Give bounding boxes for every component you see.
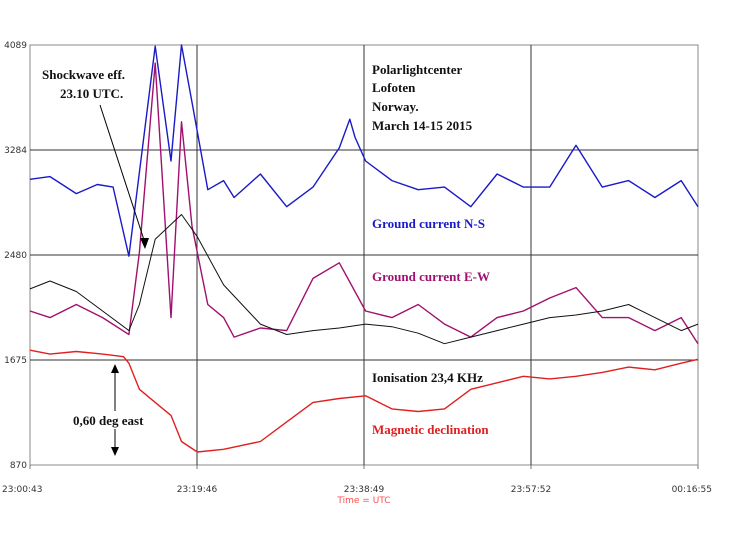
legend-label-magnetic: Magnetic declination [372, 422, 489, 437]
shockwave-annotation-line-1: Shockwave eff. [42, 67, 125, 82]
title-line-3: Norway. [372, 99, 419, 114]
shockwave-arrow-head [140, 238, 149, 249]
shockwave-annotation-line-2: 23.10 UTC. [60, 86, 123, 101]
x-axis-title: Time = UTC [336, 496, 390, 506]
y-tick-label: 2480 [4, 251, 27, 261]
offset-label-backdrop [70, 411, 160, 429]
offset-arrow-head-up [111, 364, 119, 373]
x-tick-label: 23:00:43 [2, 485, 42, 495]
offset-label: 0,60 deg east [73, 413, 144, 428]
series-line-magnetic-declination [29, 349, 699, 453]
series-line-ionisation-23-4-khz [29, 214, 699, 345]
title-line-1: Polarlightcenter [372, 62, 462, 77]
series-line-ground-current-n-s [29, 44, 699, 257]
grid-lines [29, 45, 699, 469]
shockwave-arrow-line [99, 104, 146, 244]
offset-arrow-head-down [111, 447, 119, 456]
x-tick-labels: 23:00:43 23:19:46 23:38:49 23:57:52 00:16:55 [2, 485, 712, 495]
legend-label-ns: Ground current N-S [372, 216, 485, 231]
y-tick-label: 4089 [4, 41, 27, 51]
y-tick-label: 1675 [4, 356, 27, 366]
series-line-ground-current-e-w [29, 62, 699, 345]
series-lines [29, 44, 699, 453]
x-tick-label: 23:57:52 [511, 485, 551, 495]
legend-label-ionisation: Ionisation 23,4 KHz [372, 370, 483, 385]
title-line-2: Lofoten [372, 80, 416, 95]
title-line-4: March 14-15 2015 [372, 118, 473, 133]
x-tick-label: 23:19:46 [177, 485, 218, 495]
y-tick-label: 870 [10, 461, 27, 471]
x-tick-label: 23:38:49 [344, 485, 385, 495]
legend-label-ew: Ground current E-W [372, 269, 490, 284]
x-tick-label: 00:16:55 [672, 485, 712, 495]
y-tick-label: 3284 [4, 146, 27, 156]
y-tick-labels: 4089 3284 2480 1675 870 [4, 41, 27, 471]
